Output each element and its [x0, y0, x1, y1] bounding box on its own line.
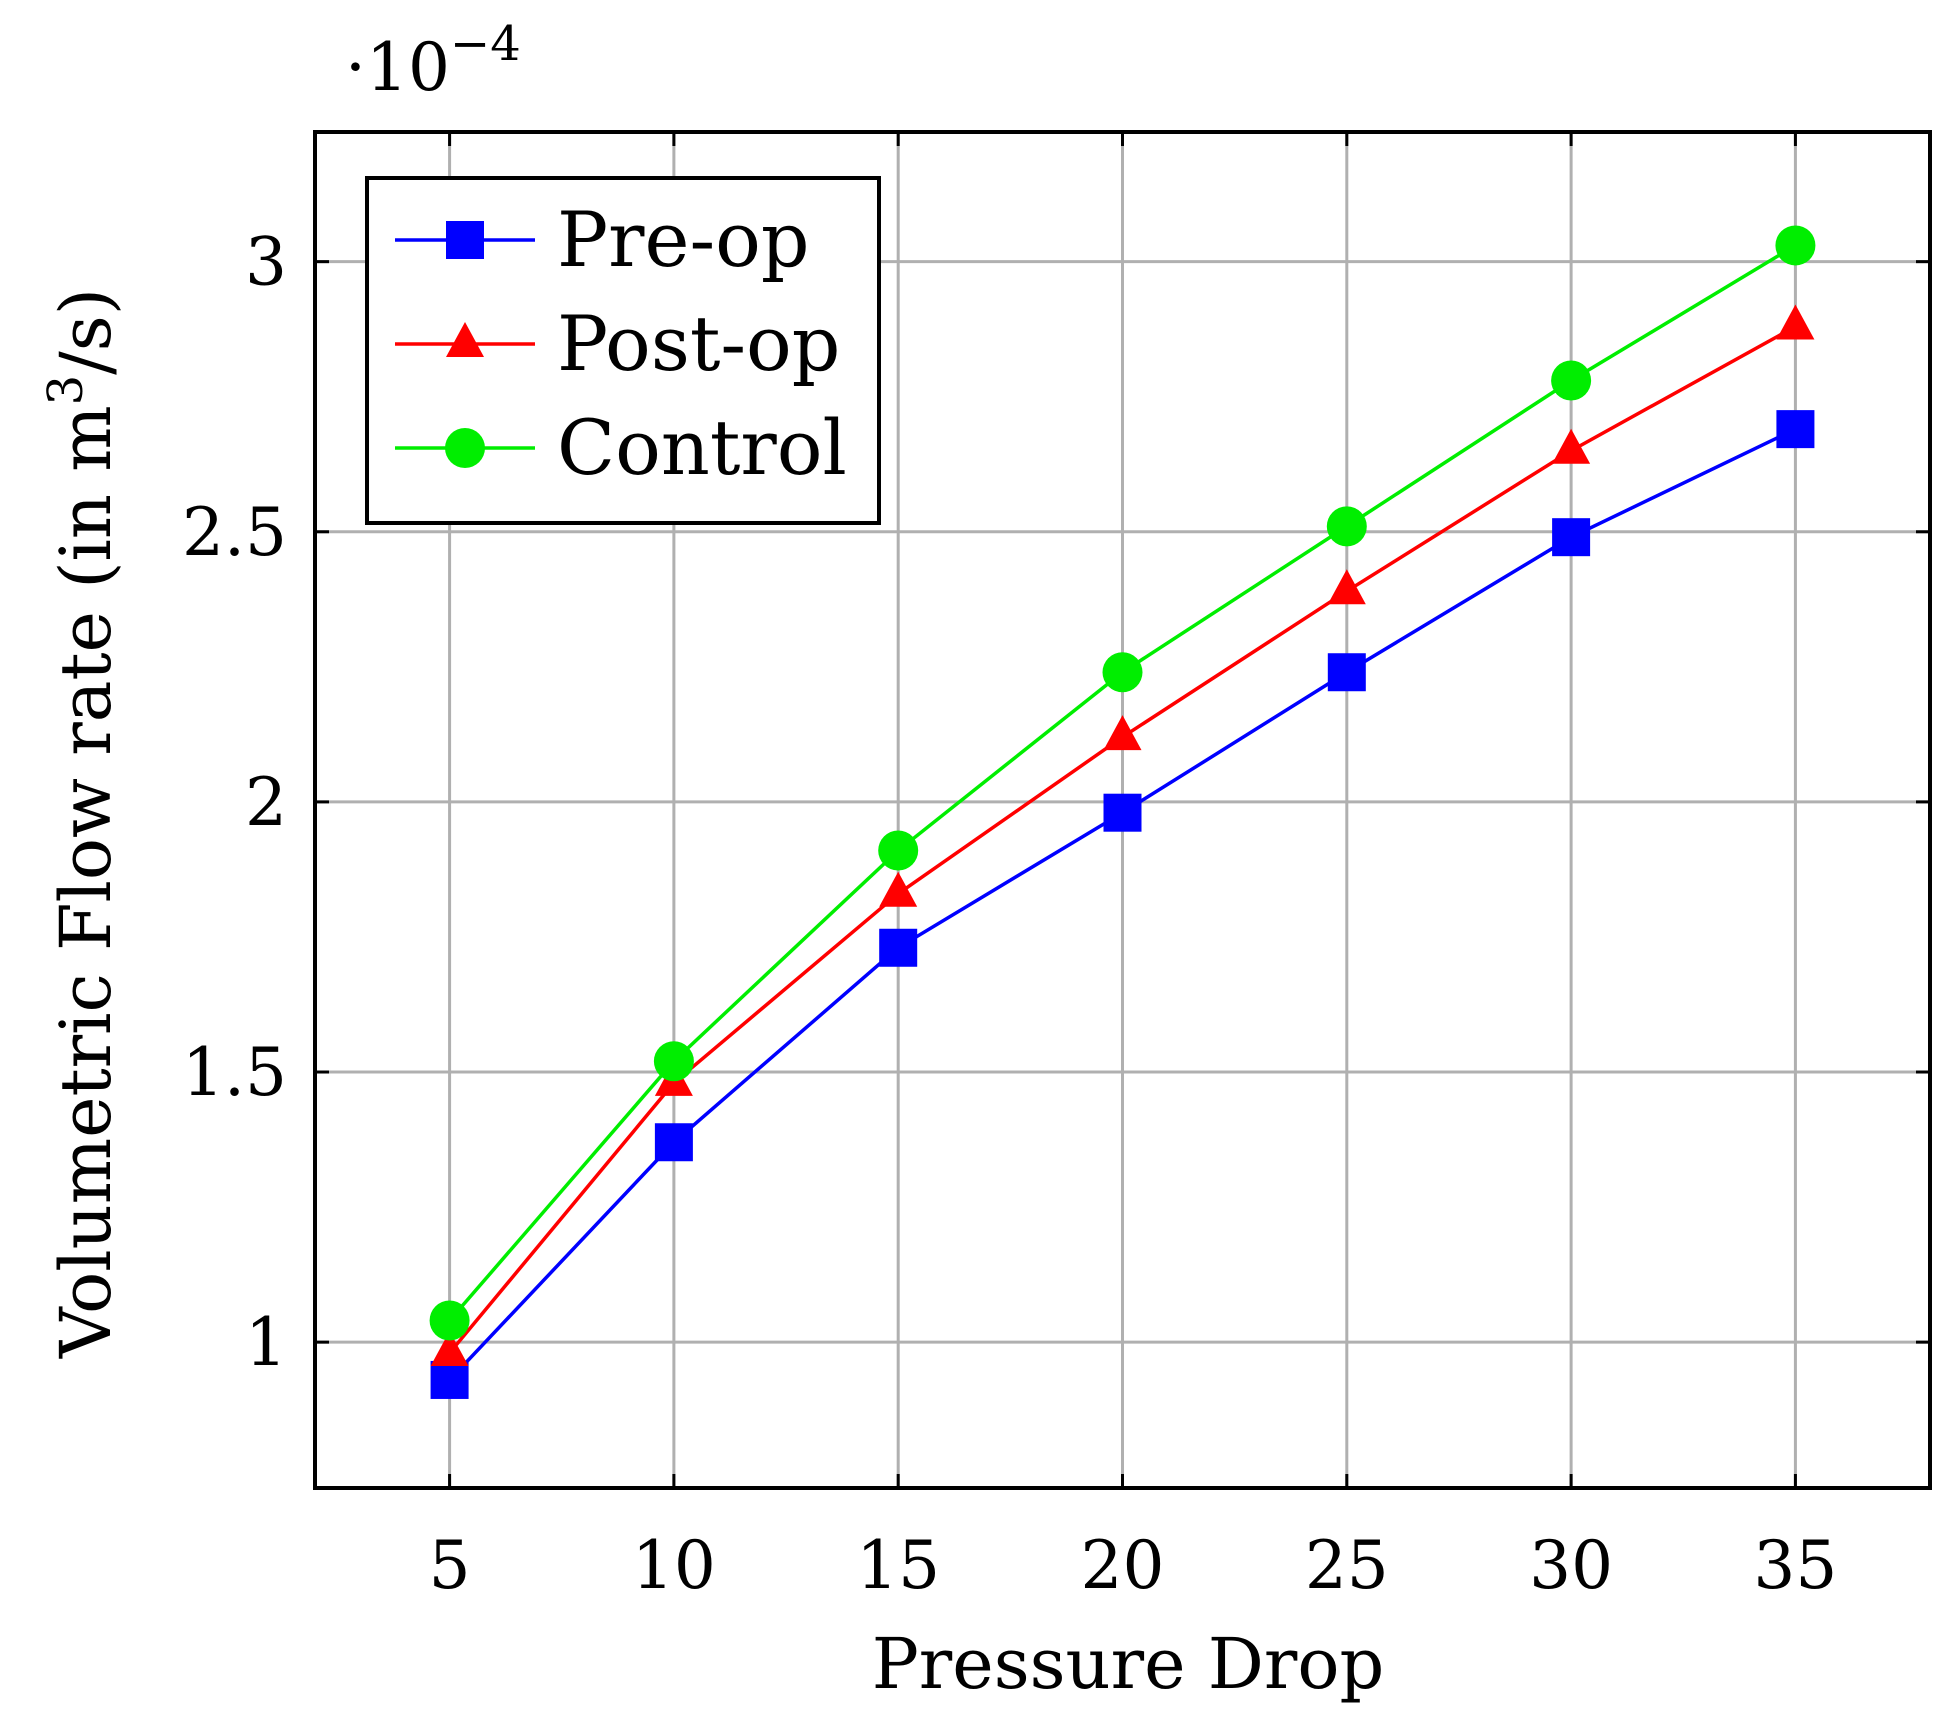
data-point-post-op	[879, 871, 918, 907]
data-point-control	[653, 1041, 694, 1082]
series-post-op	[430, 304, 1815, 1366]
legend-label: Post-op	[557, 299, 840, 388]
x-tick-label: 25	[1305, 1527, 1389, 1604]
legend-marker-control	[445, 428, 485, 468]
data-point-post-op	[1552, 428, 1591, 464]
data-point-control	[429, 1300, 470, 1341]
x-tick-label: 15	[856, 1527, 940, 1604]
legend-entry-control: Control	[395, 403, 847, 492]
series-control	[429, 225, 1816, 1341]
data-point-control	[1551, 360, 1592, 401]
y-tick-label: 3	[245, 224, 287, 301]
data-point-pre-op	[430, 1360, 469, 1399]
y-axis-title-superscript: 3	[38, 375, 94, 406]
y-axis-title-tail: /s)	[45, 288, 127, 375]
legend-marker-post-op	[446, 322, 484, 357]
data-point-post-op	[430, 1330, 469, 1366]
data-point-control	[878, 830, 919, 871]
series-layer	[429, 225, 1816, 1399]
y-axis-title-main: Volumetric Flow rate (in m	[45, 405, 127, 1359]
x-axis-title: Pressure Drop	[872, 1623, 1385, 1705]
legend-label: Control	[557, 403, 847, 492]
data-point-pre-op	[1103, 793, 1142, 832]
data-point-post-op	[1103, 715, 1142, 751]
x-tick-label: 10	[632, 1527, 716, 1604]
series-pre-op	[430, 410, 1815, 1399]
data-point-pre-op	[1776, 410, 1815, 449]
data-point-control	[1102, 652, 1143, 693]
x-tick-label: 35	[1753, 1527, 1837, 1604]
data-point-post-op	[1327, 569, 1366, 605]
x-tick-label: 20	[1081, 1527, 1165, 1604]
data-point-control	[1326, 506, 1367, 547]
y-axis-title: Volumetric Flow rate (in m3/s)	[38, 288, 127, 1359]
y-scale-exponent: −4	[450, 16, 521, 72]
data-point-pre-op	[654, 1123, 693, 1162]
legend-marker-pre-op	[446, 221, 484, 259]
legend-entry-post-op: Post-op	[395, 299, 840, 388]
data-point-control	[1775, 225, 1816, 266]
data-point-pre-op	[1327, 653, 1366, 692]
x-tick-label: 30	[1529, 1527, 1613, 1604]
y-tick-label: 1.5	[182, 1034, 287, 1111]
legend-entry-pre-op: Pre-op	[395, 195, 810, 284]
y-tick-label: 1	[245, 1304, 287, 1381]
y-tick-label: 2	[245, 764, 287, 841]
y-tick-label: 2.5	[182, 494, 287, 571]
legend: Pre-op Post-op Control	[365, 176, 881, 525]
data-point-post-op	[1776, 304, 1815, 340]
y-scale-prefix: ·10	[345, 29, 450, 106]
y-scale-label: ·10−4	[345, 16, 521, 106]
data-point-pre-op	[879, 928, 918, 967]
tick-labels: 5 10 15 20 25 30 35 1 1.5 2 2.5 3	[182, 132, 1930, 1604]
legend-label: Pre-op	[557, 195, 810, 284]
data-point-pre-op	[1552, 518, 1591, 557]
x-tick-label: 5	[429, 1527, 471, 1604]
